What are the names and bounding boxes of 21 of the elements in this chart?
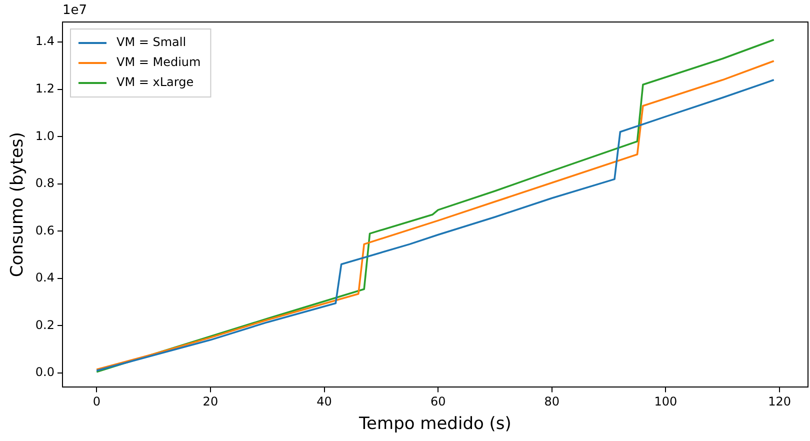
legend-label: VM = Medium [116,55,201,70]
x-tick-label: 120 [768,394,791,409]
legend-label: VM = Small [116,35,186,50]
x-tick-label: 0 [92,394,100,409]
x-tick-label: 100 [654,394,678,409]
y-tick-label: 0.6 [35,223,54,238]
y-tick-label: 0.4 [35,270,54,285]
x-axis-title: Tempo medido (s) [358,414,512,434]
legend-label: VM = xLarge [116,75,194,90]
x-tick-label: 40 [316,394,332,409]
y-tick-label: 1.0 [35,128,54,143]
y-axis-title: Consumo (bytes) [8,132,28,278]
x-tick-label: 20 [202,394,218,409]
x-tick-label: 80 [544,394,560,409]
text: 1e7 [62,2,88,18]
x-tick-label: 60 [430,394,446,409]
y-tick-label: 1.2 [35,81,54,96]
y-tick-label: 1.4 [35,34,54,48]
y-tick-label: 0.2 [35,318,54,332]
y-tick-label: 0.8 [35,176,54,190]
y-tick-label: 0.0 [35,365,54,380]
